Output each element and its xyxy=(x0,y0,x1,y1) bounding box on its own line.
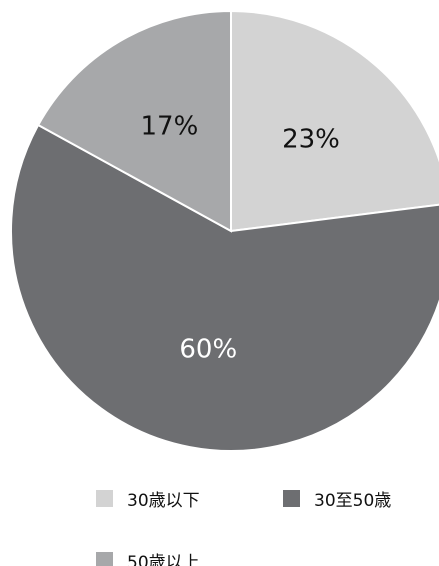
pie-slice-under-30 xyxy=(230,9,439,233)
legend-item-30-to-50: 30至50歳 xyxy=(283,486,391,511)
legend-label-over-50: 50歳以上 xyxy=(127,553,200,566)
slice-label-under-30: 23% xyxy=(282,125,340,155)
legend-swatch-under-30 xyxy=(96,490,113,507)
pie-chart-svg: 23% 60% 17% xyxy=(10,9,439,452)
slice-label-30-to-50: 60% xyxy=(179,334,237,364)
legend-swatch-30-to-50 xyxy=(283,490,300,507)
legend-item-over-50: 50歳以上 xyxy=(96,548,200,566)
legend-label-30-to-50: 30至50歳 xyxy=(314,491,392,511)
pie-slice-30-to-50 xyxy=(10,123,439,452)
legend-label-under-30: 30歳以下 xyxy=(127,491,200,511)
pie-slice-over-50 xyxy=(36,9,232,233)
legend-swatch-over-50 xyxy=(96,552,113,566)
slice-label-over-50: 17% xyxy=(141,111,199,141)
legend-item-under-30: 30歳以下 xyxy=(96,486,200,511)
